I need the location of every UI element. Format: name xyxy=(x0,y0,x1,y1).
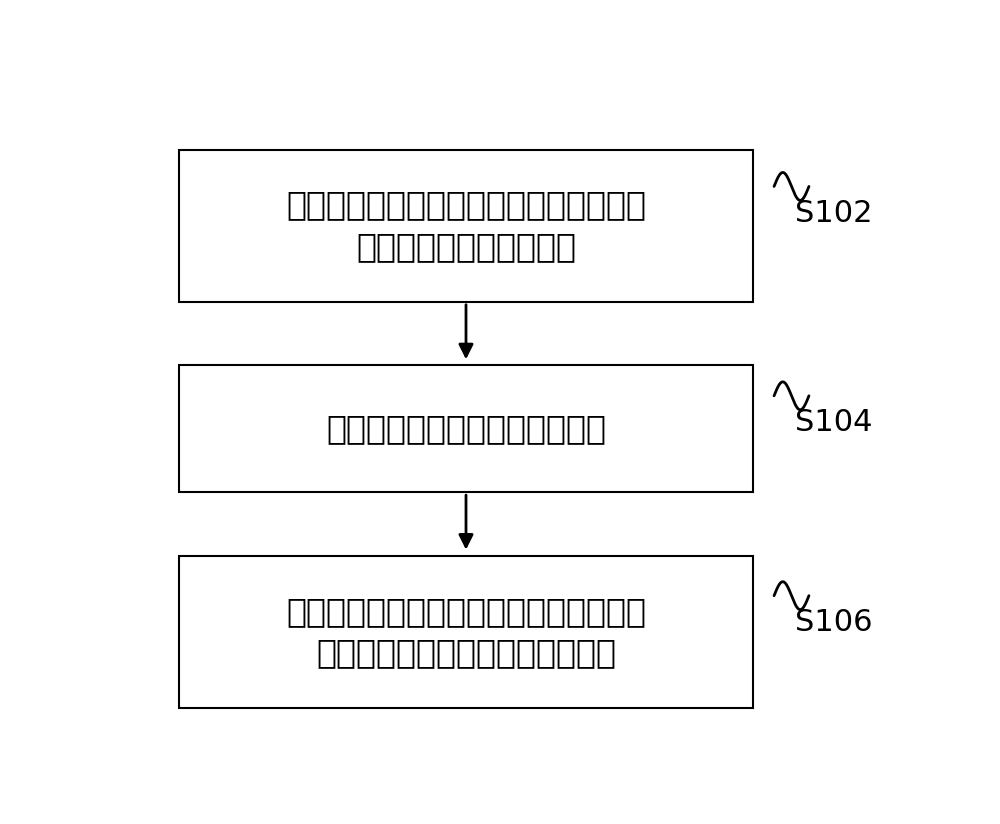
Text: S102: S102 xyxy=(795,199,873,227)
Text: S106: S106 xyxy=(795,608,873,637)
Text: 空调器检测被检测对象是否故障: 空调器检测被检测对象是否故障 xyxy=(326,412,606,445)
Text: S104: S104 xyxy=(795,408,873,437)
FancyBboxPatch shape xyxy=(179,150,753,302)
Text: 在接收到遥控设备发送的启动信号之后，: 在接收到遥控设备发送的启动信号之后， xyxy=(286,189,646,222)
Text: 根据被检测对象是否故障的检测结果，生: 根据被检测对象是否故障的检测结果，生 xyxy=(286,595,646,628)
Text: 空调器进入故障检测模式: 空调器进入故障检测模式 xyxy=(356,230,576,263)
FancyBboxPatch shape xyxy=(179,555,753,708)
Text: 成被检测对象是否故障的提示信息: 成被检测对象是否故障的提示信息 xyxy=(316,636,616,669)
FancyBboxPatch shape xyxy=(179,365,753,492)
